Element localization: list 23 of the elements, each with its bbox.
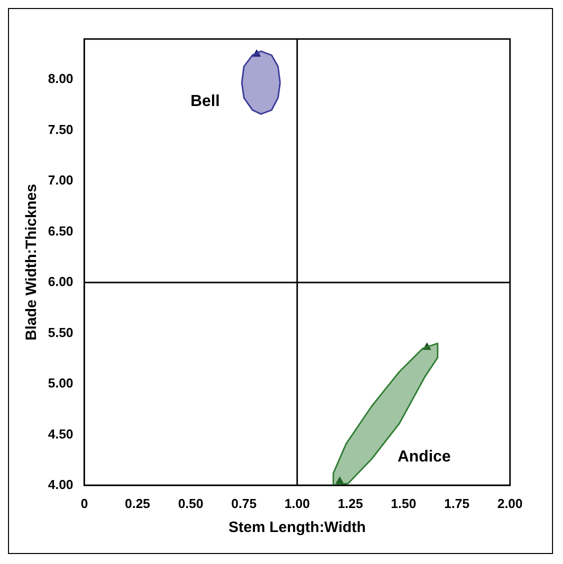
- y-tick-label: 7.00: [48, 172, 74, 188]
- x-tick-label: 0.50: [178, 496, 204, 511]
- series-label: Andice: [397, 448, 451, 466]
- series-label: Bell: [190, 92, 220, 110]
- y-tick-label: 6.00: [48, 274, 74, 290]
- x-tick-label: 0.25: [124, 496, 150, 511]
- y-tick-label: 4.00: [48, 476, 74, 492]
- y-tick-label: 5.50: [48, 324, 74, 340]
- x-tick-label: 0: [80, 496, 88, 511]
- x-tick-label: 1.25: [338, 496, 364, 511]
- x-tick-label: 2.00: [497, 496, 523, 511]
- x-tick-label: 1.00: [284, 496, 310, 511]
- x-tick-label: 1.75: [444, 496, 470, 511]
- y-tick-label: 4.50: [48, 426, 74, 442]
- x-tick-label: 1.50: [390, 496, 416, 511]
- y-axis-title: Blade Width:Thicknes: [23, 184, 40, 340]
- y-tick-label: 8.00: [48, 71, 74, 86]
- point: [336, 476, 344, 484]
- x-axis-title: Stem Length:Width: [228, 519, 366, 536]
- y-tick-label: 5.00: [48, 376, 74, 391]
- y-tick-label: 6.50: [48, 223, 74, 238]
- y-tick-label: 7.50: [48, 122, 74, 137]
- x-tick-label: 0.75: [231, 496, 257, 511]
